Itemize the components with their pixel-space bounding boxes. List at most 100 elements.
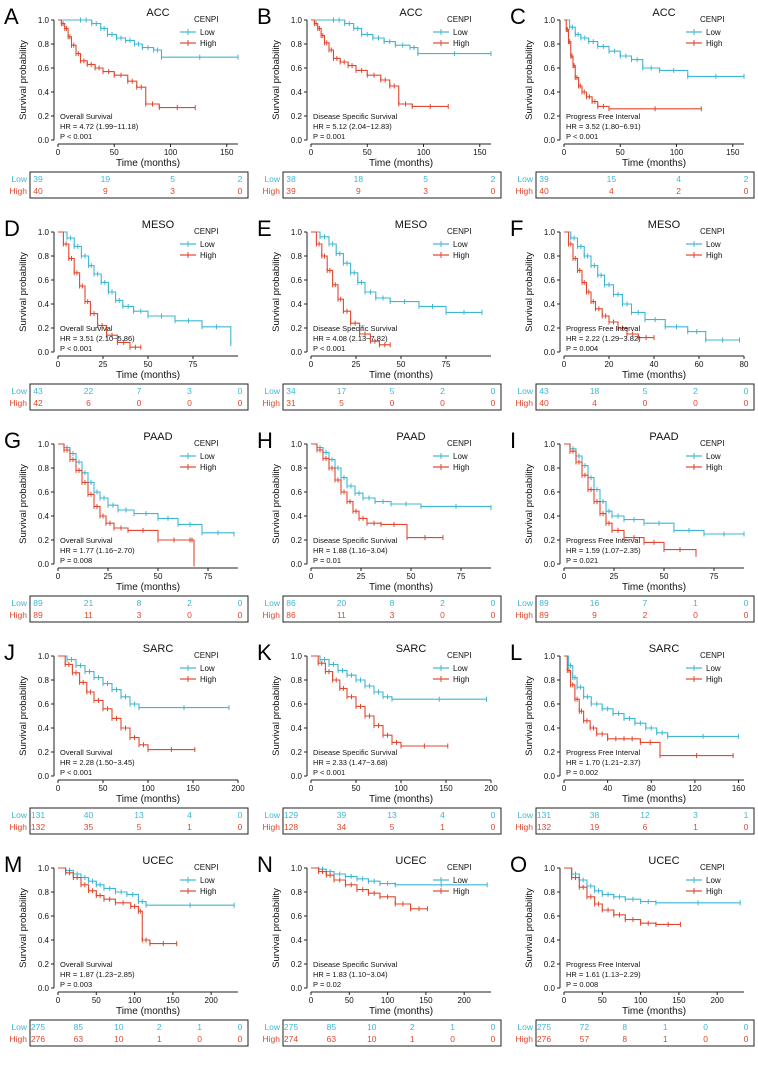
risk-low-count: 22 [84,386,94,396]
p-value-label: P = 0.02 [313,980,341,989]
p-value-label: P < 0.001 [60,132,92,141]
x-axis-label: Time (months) [622,1006,686,1017]
risk-low-count: 85 [74,1022,84,1032]
risk-low-count: 3 [693,810,698,820]
risk-low-count: 275 [31,1022,45,1032]
y-tick-label: 0.2 [38,112,50,121]
x-tick-label: 75 [457,572,466,581]
high-curve [564,867,681,925]
x-tick-label: 150 [726,148,740,157]
x-tick-label: 150 [473,148,487,157]
panel-title: SARC [143,643,174,655]
y-axis-label: Survival probability [271,252,282,332]
endpoint-label: Disease Specific Survival [313,112,398,121]
endpoint-label: Overall Survival [60,960,113,969]
risk-row-low-label: Low [11,386,27,396]
hazard-ratio-label: HR = 3.51 (2.10−5.86) [60,334,135,343]
x-tick-label: 50 [144,360,153,369]
panel-m: M UCEC 0.0 0.2 0.4 0.6 0.8 1.0 Survival probabil… [4,852,249,1047]
x-tick-label: 60 [695,360,704,369]
panel-title: ACC [146,7,169,19]
risk-low-count: 16 [590,598,600,608]
risk-high-count: 0 [238,1034,243,1044]
risk-row-high-label: High [263,822,281,832]
risk-low-count: 3 [187,386,192,396]
risk-low-count: 43 [33,386,43,396]
risk-low-count: 2 [744,174,749,184]
y-tick-label: 0.6 [38,64,50,73]
x-tick-label: 25 [99,360,108,369]
risk-row-high-label: High [516,1034,534,1044]
high-curve [58,655,195,751]
y-tick-label: 0.0 [291,772,303,781]
panel-j: J SARC 0.0 0.2 0.4 0.6 0.8 1.0 Survival probabil… [4,640,249,835]
legend-high-label: High [453,675,469,684]
risk-high-count: 4 [592,398,597,408]
risk-high-count: 128 [284,822,298,832]
hazard-ratio-label: HR = 4.72 (1.99−11.18) [60,122,139,131]
panel-letter: C [510,4,526,29]
y-tick-label: 1.0 [38,440,50,449]
x-tick-label: 100 [394,784,408,793]
y-axis-label: Survival probability [271,40,282,120]
p-value-label: P = 0.001 [313,132,345,141]
risk-low-count: 2 [157,1022,162,1032]
endpoint-label: Overall Survival [60,112,113,121]
x-tick-label: 100 [417,148,431,157]
x-tick-label: 0 [562,148,567,157]
legend-low-label: Low [453,876,468,885]
panel-letter: A [4,4,19,29]
risk-row-high-label: High [516,610,534,620]
y-tick-label: 1.0 [291,652,303,661]
risk-high-count: 5 [339,398,344,408]
y-tick-label: 0.4 [544,936,556,945]
p-value-label: P = 0.008 [60,556,92,565]
y-tick-label: 0.4 [38,300,50,309]
legend-title: CENPI [194,863,218,872]
risk-low-count: 7 [643,598,648,608]
y-tick-label: 0.6 [38,700,50,709]
panel-title: UCEC [142,855,173,867]
x-axis-label: Time (months) [116,1006,180,1017]
x-tick-label: 0 [309,784,314,793]
risk-row-high-label: High [10,398,28,408]
risk-high-count: 0 [491,1034,496,1044]
y-tick-label: 0.4 [544,88,556,97]
risk-table-frame [282,595,502,623]
risk-table-frame [535,595,755,623]
risk-table-frame [282,1019,502,1047]
y-tick-label: 0.8 [291,888,303,897]
panel-letter: E [257,216,272,241]
risk-high-count: 63 [327,1034,337,1044]
risk-high-count: 89 [539,610,549,620]
risk-high-count: 4 [609,186,614,196]
y-tick-label: 0.2 [291,112,303,121]
risk-low-count: 8 [390,598,395,608]
legend-low-label: Low [706,28,721,37]
y-tick-label: 0.2 [291,324,303,333]
risk-low-count: 40 [84,810,94,820]
y-tick-label: 1.0 [38,864,50,873]
panel-letter: H [257,428,273,453]
panel-letter: F [510,216,523,241]
y-tick-label: 0.4 [291,88,303,97]
x-tick-label: 120 [688,784,702,793]
x-tick-label: 100 [634,996,648,1005]
legend-high-label: High [453,463,469,472]
risk-high-count: 35 [84,822,94,832]
x-tick-label: 75 [442,360,451,369]
y-axis-label: Survival probability [524,888,535,968]
risk-row-low-label: Low [264,810,280,820]
x-tick-label: 50 [598,996,607,1005]
legend-low-label: Low [200,664,215,673]
hazard-ratio-label: HR = 2.22 (1.29−3.82) [566,334,641,343]
risk-low-count: 0 [744,598,749,608]
risk-row-high-label: High [10,186,28,196]
risk-low-count: 0 [491,1022,496,1032]
x-tick-label: 80 [740,360,749,369]
risk-table-frame [29,383,249,411]
panel-title: PAAD [143,431,172,443]
y-axis-label: Survival probability [524,40,535,120]
legend-title: CENPI [194,439,218,448]
